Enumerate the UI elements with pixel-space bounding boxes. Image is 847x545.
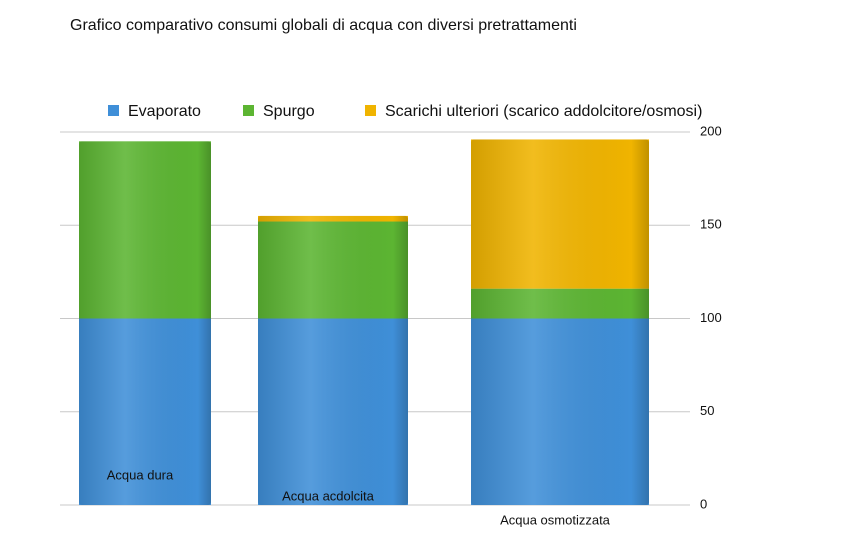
legend-swatch <box>243 105 254 116</box>
legend-label: Evaporato <box>128 103 201 120</box>
y-tick-label: 100 <box>700 310 722 325</box>
legend-label: Scarichi ulteriori (scarico addolcitore/… <box>385 103 702 120</box>
x-tick-label: Acqua acdolcita <box>282 488 375 503</box>
y-tick-label: 0 <box>700 496 707 511</box>
bar-shading <box>258 215 408 506</box>
legend-label: Spurgo <box>263 103 315 120</box>
x-tick-label: Acqua osmotizzata <box>500 512 611 527</box>
y-tick-label: 50 <box>700 403 714 418</box>
legend-swatch <box>108 105 119 116</box>
bar-shading <box>471 139 649 505</box>
x-tick-label: Acqua dura <box>107 467 174 482</box>
bars: Acqua dura Acqua acdolcita Acqua osmotizza… <box>79 139 649 527</box>
y-tick-label: 150 <box>700 217 722 232</box>
bar-shading <box>79 141 211 505</box>
y-tick-label: 200 <box>700 123 722 138</box>
chart-title: Grafico comparativo consumi globali di a… <box>70 17 577 34</box>
legend-swatch <box>365 105 376 116</box>
legend: Evaporato Spurgo Scarichi ulteriori (scari… <box>108 103 702 120</box>
